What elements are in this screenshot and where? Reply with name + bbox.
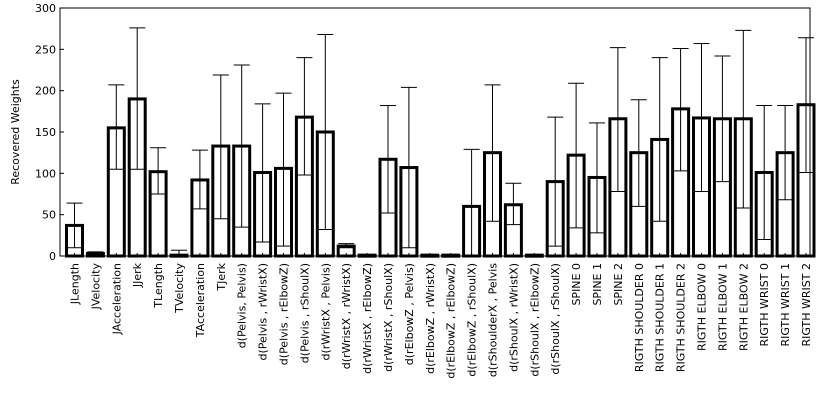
x-tick-label: RIGTH ELBOW 1: [716, 263, 729, 351]
x-tick-label: RIGTH WRIST 1: [779, 263, 792, 346]
y-tick-label: 300: [35, 2, 56, 15]
x-axis-labels: JLength JVelocity JAcceleration JJerk TLengt…: [69, 253, 813, 379]
x-tick-label: RIGTH ELBOW 2: [737, 263, 750, 351]
x-tick-label: RIGTH SHOULDER 0: [633, 263, 646, 372]
x-tick-label: TAcceleration: [194, 263, 207, 338]
x-tick-label: RIGTH ELBOW 0: [696, 263, 709, 351]
x-tick-label: RIGTH SHOULDER 2: [675, 263, 688, 372]
y-tick-label: 150: [35, 126, 56, 139]
x-tick-label: d(rWristX , Pelvis): [319, 263, 332, 360]
x-tick-label: d(rShoulderX , Pelvis: [487, 263, 500, 377]
x-tick-label: SPINE 0: [570, 263, 583, 306]
x-tick-label: SPINE 2: [612, 263, 625, 306]
y-tick-label: 0: [49, 250, 56, 263]
x-tick-label: JJerk: [131, 262, 144, 288]
x-tick-label: TVelocity: [173, 263, 186, 314]
x-tick-label: RIGTH WRIST 2: [800, 263, 813, 346]
x-tick-label: RIGTH WRIST 0: [758, 263, 771, 346]
x-tick-label: RIGTH SHOULDER 1: [654, 263, 667, 372]
x-tick-label: JVelocity: [89, 263, 102, 311]
error-bars: [66, 27, 814, 257]
x-tick-label: d(Pelvis, Pelvis): [236, 263, 249, 348]
y-axis-title: Recovered Weights: [9, 79, 22, 185]
x-tick-label: d(rShoulX , rWristX): [507, 263, 520, 372]
plot-frame: [59, 7, 811, 257]
x-tick-label: d(rElbowZ , rShoulX): [466, 263, 479, 377]
x-tick-label: d(Pelvis , rElbowZ): [278, 263, 291, 365]
x-tick-label: SPINE 1: [591, 263, 604, 306]
x-tick-label: d(Pelvis , rWristX): [257, 263, 270, 360]
x-tick-label: d(rElbowZ , Pelvis): [403, 263, 416, 365]
x-tick-label: TJerk: [215, 262, 228, 291]
x-tick-label: d(rShoulX , rElbowZ): [528, 263, 541, 377]
x-tick-label: d(rShoulX , rShoulX): [549, 263, 562, 375]
x-tick-label: JAcceleration: [110, 263, 123, 335]
x-tick-label: d(rWristX , rWristX): [340, 263, 353, 369]
y-axis-ticks: 0 50 100 150 200 250 300: [35, 2, 64, 263]
x-tick-label: d(Pelvis , rShoulX): [298, 263, 311, 363]
x-tick-label: JLength: [69, 263, 82, 305]
x-tick-label: d(rWristX , rElbowZ): [361, 263, 374, 374]
x-tick-label: d(rElbowZ , rElbowZ): [445, 263, 458, 379]
y-tick-label: 250: [35, 43, 56, 56]
x-tick-label: d(rElbowZ , rWristX): [424, 263, 437, 374]
y-tick-label: 50: [42, 209, 56, 222]
x-tick-label: d(rWristX , rShoulX): [382, 263, 395, 372]
x-tick-label: TLength: [152, 263, 165, 309]
y-tick-label: 100: [35, 167, 56, 180]
y-tick-label: 200: [35, 85, 56, 98]
